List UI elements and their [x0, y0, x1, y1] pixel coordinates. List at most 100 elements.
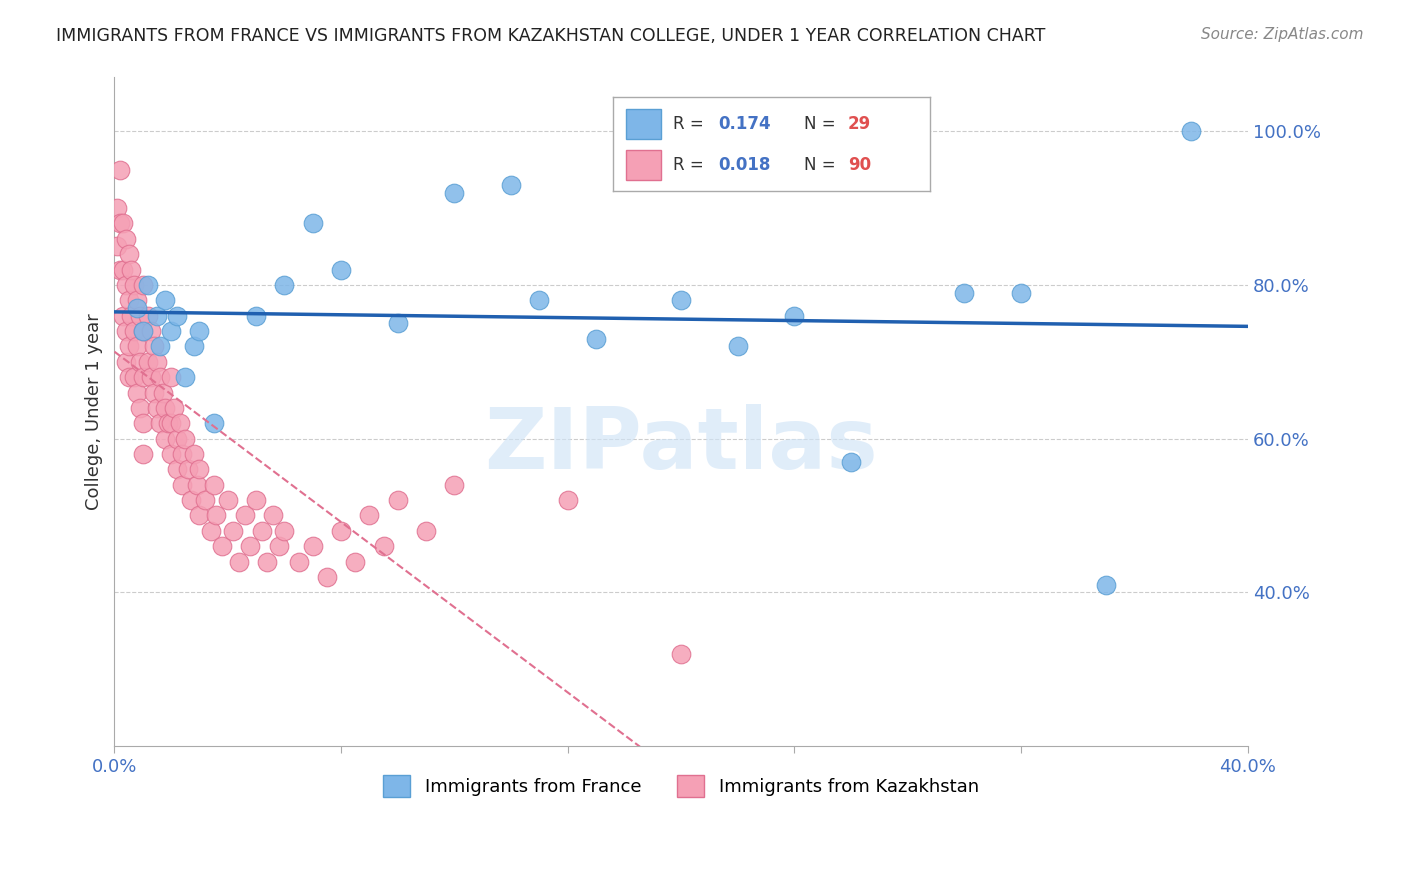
Point: [344, 555, 367, 569]
Point: [114, 277, 136, 292]
Point: [155, 401, 177, 415]
Point: [359, 508, 381, 523]
Point: [174, 432, 197, 446]
Point: [557, 493, 579, 508]
Point: [155, 432, 177, 446]
Point: [217, 493, 239, 508]
Point: [122, 277, 145, 292]
Point: [125, 293, 148, 308]
Point: [146, 401, 169, 415]
Point: [245, 493, 267, 508]
Point: [120, 309, 142, 323]
Point: [211, 539, 233, 553]
Point: [155, 293, 177, 308]
Point: [250, 524, 273, 538]
Point: [114, 324, 136, 338]
Point: [157, 416, 180, 430]
Point: [105, 201, 128, 215]
Point: [160, 416, 183, 430]
Point: [529, 293, 551, 308]
Point: [953, 285, 976, 300]
Point: [783, 309, 806, 323]
Point: [443, 186, 465, 200]
Point: [117, 339, 139, 353]
Point: [132, 324, 155, 338]
Point: [169, 416, 191, 430]
Point: [669, 293, 692, 308]
Point: [205, 508, 228, 523]
Point: [138, 277, 160, 292]
Point: [228, 555, 250, 569]
Point: [387, 493, 409, 508]
Point: [111, 262, 134, 277]
Point: [132, 370, 155, 384]
Point: [330, 262, 353, 277]
Point: [108, 262, 131, 277]
Point: [233, 508, 256, 523]
Legend: Immigrants from France, Immigrants from Kazakhstan: Immigrants from France, Immigrants from …: [375, 767, 986, 804]
Point: [117, 247, 139, 261]
Point: [160, 370, 183, 384]
Point: [373, 539, 395, 553]
Text: Source: ZipAtlas.com: Source: ZipAtlas.com: [1201, 27, 1364, 42]
Point: [129, 309, 152, 323]
Point: [188, 508, 211, 523]
Point: [180, 493, 202, 508]
Point: [239, 539, 262, 553]
Point: [262, 508, 284, 523]
Point: [111, 309, 134, 323]
Point: [132, 324, 155, 338]
Point: [129, 355, 152, 369]
Point: [166, 309, 188, 323]
Point: [129, 401, 152, 415]
Point: [122, 370, 145, 384]
Point: [316, 570, 339, 584]
Point: [146, 309, 169, 323]
Point: [1010, 285, 1032, 300]
Point: [202, 416, 225, 430]
Text: IMMIGRANTS FROM FRANCE VS IMMIGRANTS FROM KAZAKHSTAN COLLEGE, UNDER 1 YEAR CORRE: IMMIGRANTS FROM FRANCE VS IMMIGRANTS FRO…: [56, 27, 1046, 45]
Point: [585, 332, 607, 346]
Point: [160, 447, 183, 461]
Point: [132, 416, 155, 430]
Point: [1180, 124, 1202, 138]
Point: [839, 455, 862, 469]
Point: [256, 555, 278, 569]
Point: [301, 539, 323, 553]
Point: [387, 316, 409, 330]
Point: [443, 477, 465, 491]
Point: [669, 647, 692, 661]
Point: [415, 524, 437, 538]
Point: [152, 385, 174, 400]
Point: [125, 339, 148, 353]
Point: [273, 524, 295, 538]
Point: [301, 216, 323, 230]
Point: [111, 216, 134, 230]
Point: [200, 524, 222, 538]
Point: [330, 524, 353, 538]
Point: [287, 555, 309, 569]
Point: [174, 370, 197, 384]
Point: [138, 309, 160, 323]
Point: [245, 309, 267, 323]
Point: [183, 447, 205, 461]
Point: [108, 216, 131, 230]
Point: [177, 462, 200, 476]
Point: [172, 447, 194, 461]
Point: [114, 232, 136, 246]
Point: [143, 339, 166, 353]
Point: [138, 355, 160, 369]
Point: [141, 324, 163, 338]
Point: [166, 432, 188, 446]
Point: [125, 385, 148, 400]
Point: [117, 370, 139, 384]
Point: [108, 162, 131, 177]
Point: [117, 293, 139, 308]
Point: [120, 262, 142, 277]
Point: [163, 401, 186, 415]
Point: [132, 277, 155, 292]
Point: [188, 324, 211, 338]
Text: ZIPatlas: ZIPatlas: [484, 404, 877, 487]
Point: [149, 370, 172, 384]
Point: [188, 462, 211, 476]
